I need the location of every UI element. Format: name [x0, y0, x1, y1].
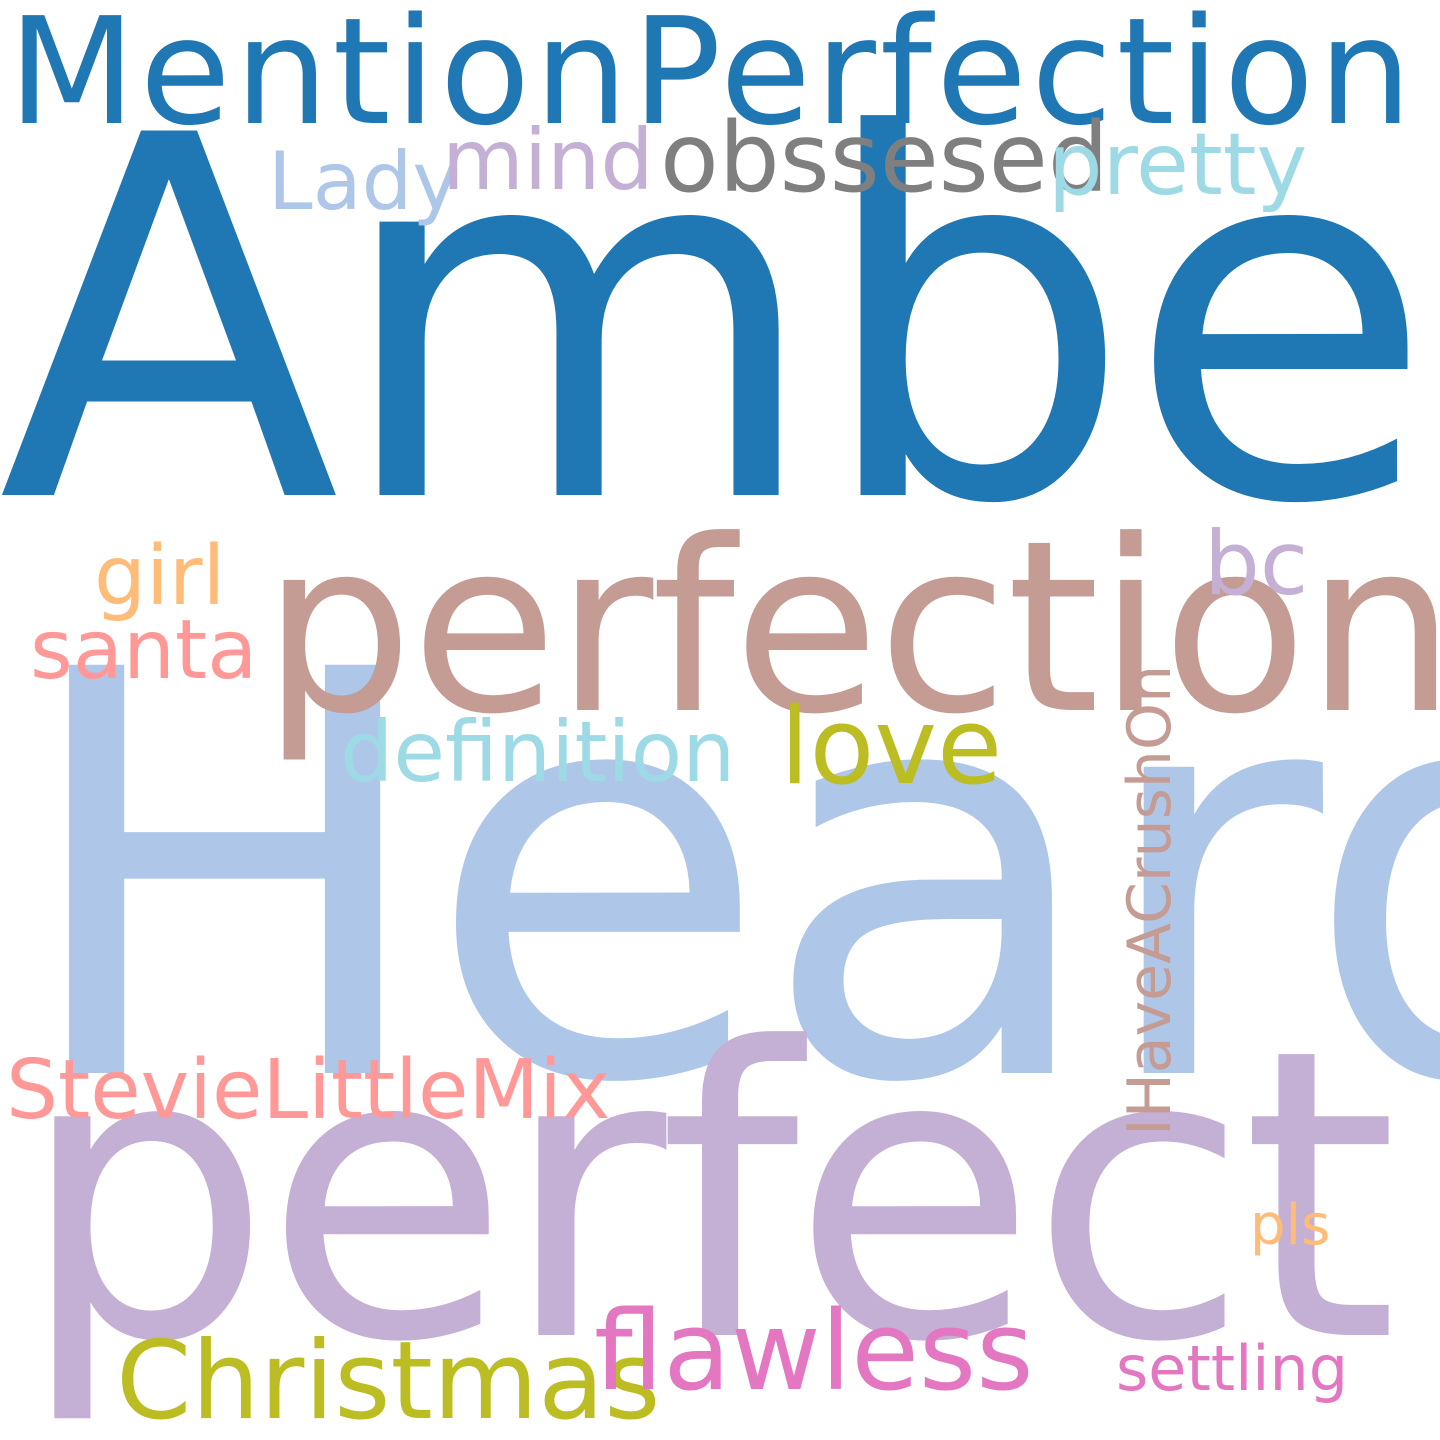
- word-mind: mind: [442, 111, 654, 209]
- word-stevielittlemix: StevieLittleMix: [6, 1043, 611, 1138]
- word-heard: Heard: [14, 554, 1440, 1206]
- word-pretty: pretty: [1048, 115, 1308, 215]
- word-perfect: perfect: [18, 965, 1398, 1430]
- word-mention-perfection: MentionPerfection: [8, 0, 1416, 158]
- word-bc: bc: [1204, 512, 1309, 615]
- word-perfection: perfection: [262, 490, 1440, 767]
- word-santa: santa: [30, 603, 258, 698]
- word-pls: pls: [1250, 1193, 1331, 1258]
- word-flawless: flawless: [594, 1287, 1034, 1415]
- word-love: love: [780, 685, 1003, 808]
- word-christmas: Christmas: [116, 1319, 661, 1440]
- word-lady: Lady: [268, 135, 460, 228]
- word-obssesed: obssesed: [660, 102, 1109, 214]
- word-settling: settling: [1116, 1332, 1349, 1405]
- word-girl: girl: [94, 529, 226, 624]
- word-amber: Amber: [0, 31, 1440, 613]
- word-definition: definition: [340, 703, 736, 801]
- word-ihaveacrushon: IHaveACrushOn: [1115, 664, 1185, 1136]
